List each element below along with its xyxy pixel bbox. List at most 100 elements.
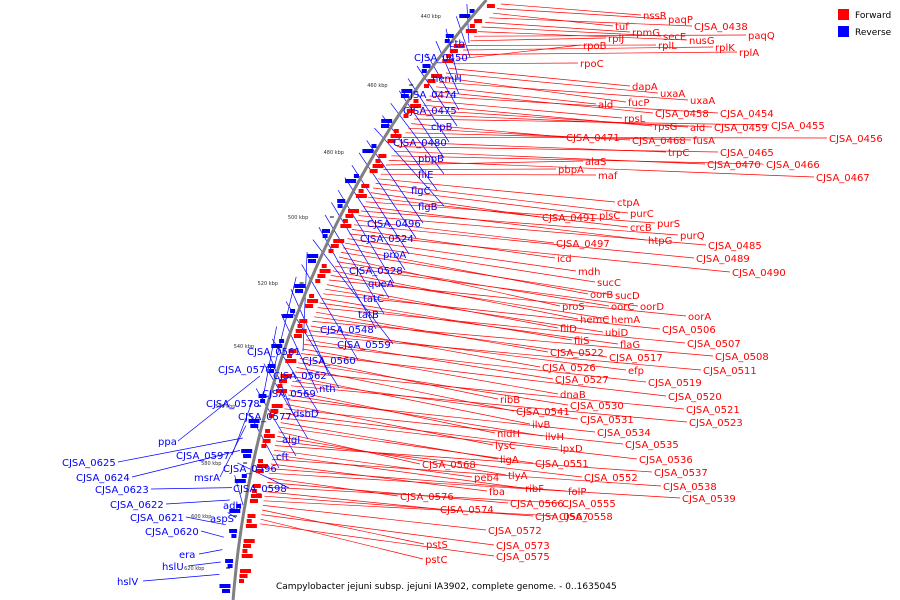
forward-gene-label: CJSA_0468 (632, 136, 686, 147)
reverse-gene-feature (353, 174, 359, 178)
forward-connector-line (360, 210, 679, 236)
forward-gene-label: CJSA_0511 (703, 366, 757, 377)
forward-connector-line (270, 463, 488, 492)
forward-connector-line (496, 8, 667, 20)
forward-connector-line (368, 196, 629, 228)
forward-gene-label: tuf (615, 22, 629, 33)
forward-gene-feature (240, 569, 251, 573)
tick-label: 500 kbp (288, 215, 308, 221)
reverse-gene-label: CJSA_0597 (176, 451, 230, 462)
reverse-gene-label: CJSA_0560 (302, 356, 356, 367)
forward-gene-label: CJSA_0573 (496, 541, 550, 552)
reverse-gene-label: CJSA_0625 (62, 458, 116, 469)
forward-connector-line (274, 445, 653, 473)
reverse-gene-label: CJSA_0475 (403, 106, 457, 117)
forward-gene-label: flaG (620, 340, 640, 351)
forward-connector-line (263, 500, 558, 517)
forward-gene-label: pstS (426, 540, 448, 551)
tick-label: 540 kbp (234, 344, 254, 350)
reverse-gene-feature (444, 39, 450, 43)
reverse-connector-line (131, 450, 240, 478)
forward-connector-line (317, 307, 686, 344)
forward-gene-label: sucC (597, 278, 621, 289)
tick-label: 440 kbp (421, 14, 441, 20)
forward-gene-label: rplA (739, 48, 759, 59)
reverse-connector-line (285, 301, 340, 389)
forward-connector-line (260, 518, 424, 560)
forward-gene-label: CJSA_0541 (516, 407, 570, 418)
forward-gene-label: dapA (632, 82, 658, 93)
forward-gene-label: CJSA_0517 (609, 353, 663, 364)
reverse-gene-label: hslU (162, 562, 184, 573)
reverse-connector-line (198, 549, 223, 555)
forward-gene-label: CJSA_0537 (654, 468, 708, 479)
forward-gene-feature (276, 389, 287, 393)
forward-gene-label: CJSA_0489 (696, 254, 750, 265)
tick-label: 560 kbp (215, 404, 235, 410)
forward-gene-label: hemA (611, 315, 640, 326)
forward-gene-label: CJSA_0574 (440, 505, 494, 516)
forward-gene-feature (293, 334, 302, 338)
forward-connector-line (271, 459, 662, 487)
forward-gene-label: nidH (497, 429, 520, 440)
forward-gene-feature (288, 349, 297, 353)
reverse-connector-line (331, 202, 390, 299)
forward-connector-line (315, 311, 549, 353)
forward-connector-line (481, 26, 662, 37)
forward-gene-label: folP (568, 487, 586, 498)
forward-gene-feature (390, 134, 402, 138)
forward-connector-line (411, 123, 565, 138)
forward-gene-label: CJSA_0471 (566, 133, 620, 144)
forward-gene-label: pbpA (558, 165, 584, 176)
forward-connector-line (414, 118, 770, 126)
gene-features (219, 4, 495, 593)
forward-gene-label: CJSA_0534 (597, 428, 651, 439)
forward-gene-label: oorC (611, 302, 634, 313)
forward-connector-line (266, 486, 561, 504)
reverse-gene-feature (248, 419, 260, 423)
forward-gene-feature (247, 514, 256, 518)
forward-connector-line (391, 155, 765, 165)
legend-forward-label: Forward (855, 11, 891, 21)
forward-connector-line (349, 233, 731, 273)
forward-gene-label: dnaB (560, 390, 586, 401)
forward-gene-label: CJSA_0536 (639, 455, 693, 466)
forward-connector-line (302, 348, 559, 395)
forward-gene-feature (241, 554, 253, 558)
forward-connector-line (432, 91, 654, 114)
forward-connector-line (470, 37, 607, 42)
forward-connector-line (279, 426, 534, 464)
gene-labels: nssR paqP tuf CJSA_0438 rpmG secE nusG paqQ rplJ… (62, 11, 883, 588)
forward-gene-feature (287, 354, 292, 358)
reverse-connector-line (177, 375, 261, 442)
forward-gene-feature (330, 244, 339, 248)
legend-reverse-swatch (838, 26, 849, 37)
tick-label: 580 kbp (201, 461, 221, 467)
reverse-gene-label: aspS (210, 514, 234, 525)
reverse-gene-feature (279, 339, 285, 343)
forward-gene-label: CJSA_0555 (562, 499, 616, 510)
forward-gene-label: maf (598, 171, 618, 182)
forward-gene-label: CJSA_0455 (771, 121, 825, 132)
forward-gene-label: ribF (525, 484, 544, 495)
legend-reverse-label: Reverse (855, 28, 892, 38)
forward-gene-label: CJSA_0467 (816, 173, 870, 184)
reverse-gene-feature (290, 309, 296, 313)
forward-connector-line (345, 242, 596, 283)
forward-gene-label: CJSA_0527 (555, 375, 609, 386)
forward-connector-line (365, 201, 656, 224)
reverse-connector-line (280, 313, 319, 394)
reverse-gene-feature (337, 204, 343, 208)
reverse-gene-feature (295, 289, 304, 293)
reverse-gene-feature (400, 94, 409, 98)
forward-gene-label: CJSA_0466 (766, 160, 820, 171)
tick-label: 520 kbp (258, 281, 278, 287)
forward-gene-label: purS (657, 219, 680, 230)
forward-gene-label: rplK (715, 43, 735, 54)
forward-connector-line (272, 454, 524, 489)
forward-gene-feature (345, 214, 354, 218)
reverse-gene-label: CJSA_0496 (367, 219, 421, 230)
forward-gene-label: lpxD (560, 444, 583, 455)
reverse-gene-label: CJSA_0474 (403, 90, 457, 101)
